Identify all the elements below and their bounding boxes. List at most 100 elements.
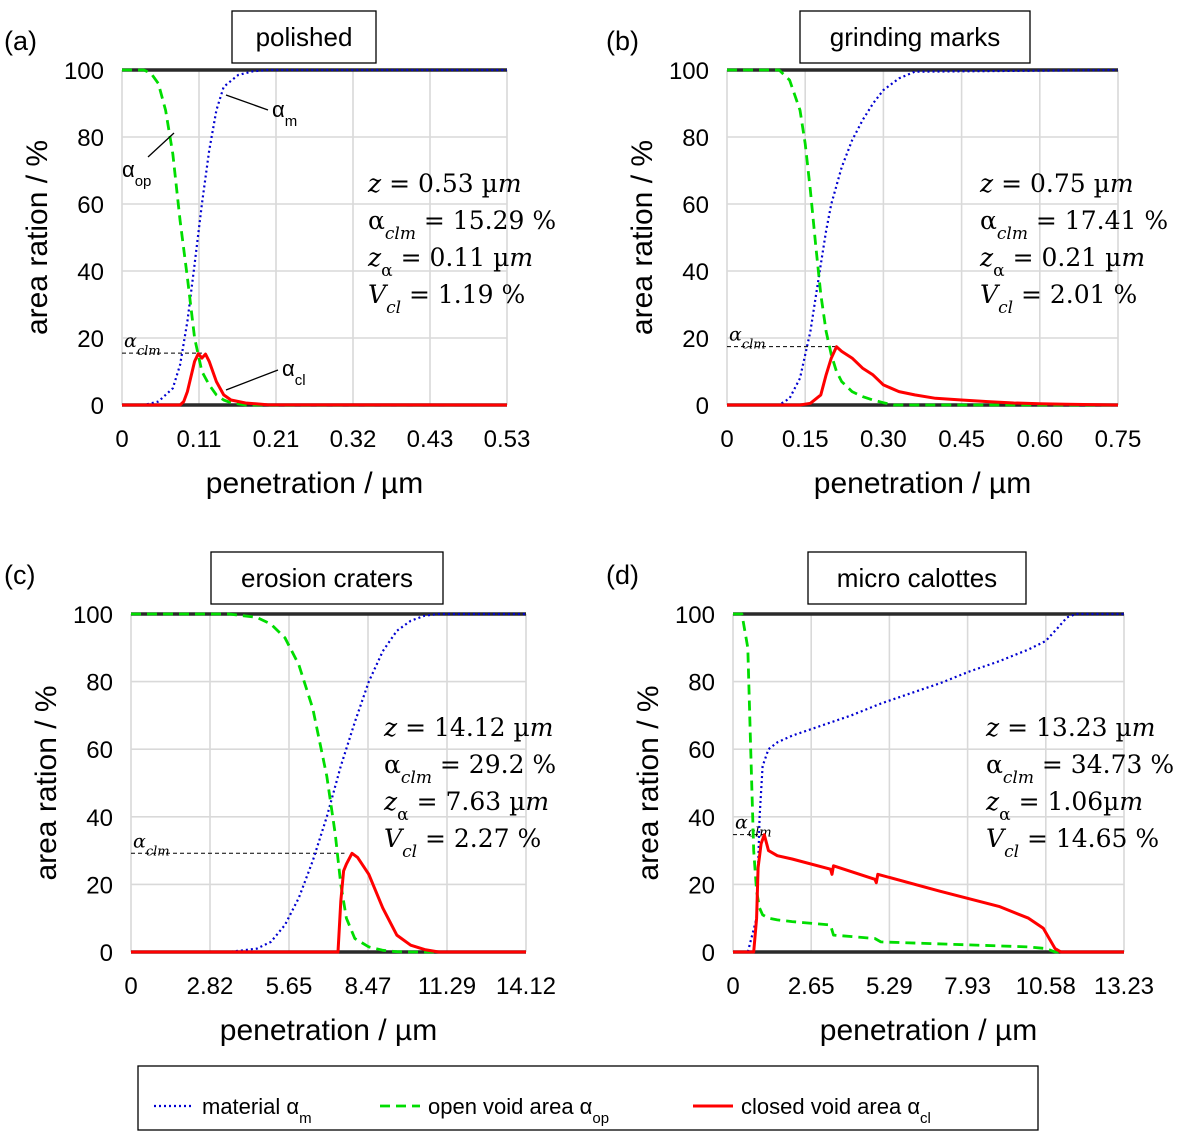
stat-line: Vcl = 2.27 % xyxy=(384,824,541,862)
chart-title: erosion craters xyxy=(241,563,413,593)
curve-label-material: αm xyxy=(272,97,297,130)
y-tick-label: 0 xyxy=(696,393,709,420)
x-tick-label: 11.29 xyxy=(418,973,476,1000)
x-tick-label: 2.82 xyxy=(187,973,234,1000)
series-closed-line xyxy=(131,851,526,954)
stat-line: zα = 7.63 µm xyxy=(383,787,549,825)
alpha-clm-label: αclm xyxy=(729,324,766,353)
x-axis-label: penetration / µm xyxy=(206,467,423,500)
y-tick-label: 40 xyxy=(77,259,104,286)
legend-label-closed: closed void area αcl xyxy=(741,1094,931,1127)
stat-line: z = 0.53 µm xyxy=(367,169,522,198)
x-axis-label: penetration / µm xyxy=(220,1014,437,1047)
x-tick-label: 0.75 xyxy=(1095,426,1142,453)
x-axis-label: penetration / µm xyxy=(820,1014,1037,1047)
x-tick-label: 0.45 xyxy=(938,426,985,453)
y-tick-label: 40 xyxy=(682,259,709,286)
y-axis-label: area ration / % xyxy=(632,685,665,880)
legend-box xyxy=(137,1065,1039,1131)
x-tick-label: 0 xyxy=(115,426,128,453)
y-tick-label: 0 xyxy=(100,940,113,967)
series-material-line xyxy=(131,612,526,954)
x-tick-label: 0 xyxy=(720,426,733,453)
x-tick-label: 14.12 xyxy=(496,973,556,1000)
y-tick-label: 60 xyxy=(77,192,104,219)
panel-label: (a) xyxy=(4,26,37,56)
series-open-line xyxy=(733,612,1124,954)
series-closed-line xyxy=(727,345,1119,407)
x-tick-label: 0 xyxy=(124,973,137,1000)
series-open-line xyxy=(727,68,1118,407)
curve-label-open: αop xyxy=(122,157,151,190)
chart-title: micro calottes xyxy=(837,563,997,593)
title-box xyxy=(231,10,377,64)
y-tick-label: 100 xyxy=(73,602,113,629)
curve-label-leader xyxy=(225,94,269,111)
x-tick-label: 0.21 xyxy=(253,426,300,453)
stat-line: αclm = 15.29 % xyxy=(368,206,556,244)
alpha-clm-label: αclm xyxy=(133,830,170,859)
x-tick-label: 0.43 xyxy=(407,426,454,453)
stat-line: z = 13.23 µm xyxy=(985,713,1156,742)
panel-label: (c) xyxy=(4,560,35,590)
y-tick-label: 80 xyxy=(688,670,715,697)
chart-title: grinding marks xyxy=(830,22,1001,52)
x-tick-label: 5.65 xyxy=(266,973,313,1000)
chart-panel-2: (c) erosion craters 0 2.82 5.65 8.47 11.29 14.1… xyxy=(4,551,556,1047)
x-tick-label: 0.60 xyxy=(1016,426,1063,453)
y-tick-label: 100 xyxy=(675,602,715,629)
x-tick-label: 0.30 xyxy=(860,426,907,453)
chart-panel-3: (d) micro calottes 0 2.65 5.29 7.93 10.58 13.23… xyxy=(606,551,1174,1047)
y-tick-label: 0 xyxy=(702,940,715,967)
x-axis-label: penetration / µm xyxy=(814,467,1031,500)
x-tick-label: 0.32 xyxy=(330,426,377,453)
stat-line: zα = 0.11 µm xyxy=(367,243,533,281)
x-tick-label: 8.47 xyxy=(345,973,392,1000)
y-tick-label: 20 xyxy=(682,326,709,353)
legend-label-open: open void area αop xyxy=(428,1094,609,1127)
panel-label: (b) xyxy=(606,26,639,56)
stat-line: z = 14.12 µm xyxy=(383,713,554,742)
y-axis-label: area ration / % xyxy=(21,140,54,335)
y-tick-label: 20 xyxy=(77,326,104,353)
y-tick-label: 40 xyxy=(688,805,715,832)
series-open-line xyxy=(131,612,526,954)
y-tick-label: 80 xyxy=(682,125,709,152)
y-tick-label: 100 xyxy=(669,58,709,85)
alpha-clm-label: αclm xyxy=(124,330,161,359)
series-material-line xyxy=(733,612,1124,954)
panel-label: (d) xyxy=(606,560,639,590)
series-closed-line xyxy=(122,352,508,407)
title-box xyxy=(210,551,444,605)
legend: material αm open void area αop closed void… xyxy=(137,1065,1039,1131)
chart-panel-0: (a) polished 0 0.11 0.21 0.32 0.43 0.53 0 20 40 60 8… xyxy=(4,10,556,500)
curve-label-leader xyxy=(147,132,175,158)
x-tick-label: 0.53 xyxy=(484,426,531,453)
y-tick-label: 80 xyxy=(77,125,104,152)
y-tick-label: 100 xyxy=(64,58,104,85)
x-tick-label: 10.58 xyxy=(1016,973,1076,1000)
curve-label-closed: αcl xyxy=(282,356,306,389)
stat-line: Vcl = 1.19 % xyxy=(368,280,525,318)
legend-label-material: material αm xyxy=(202,1094,312,1127)
x-tick-label: 13.23 xyxy=(1094,973,1154,1000)
x-tick-label: 0.11 xyxy=(177,426,222,453)
y-tick-label: 80 xyxy=(86,670,113,697)
stat-line: Vcl = 14.65 % xyxy=(986,824,1159,862)
x-tick-label: 5.29 xyxy=(866,973,913,1000)
stat-line: z = 0.75 µm xyxy=(979,169,1134,198)
series-material-line xyxy=(727,68,1119,407)
series-open-line xyxy=(122,68,507,407)
y-tick-label: 40 xyxy=(86,805,113,832)
series-closed-line xyxy=(733,833,1124,954)
x-tick-label: 2.65 xyxy=(788,973,835,1000)
stat-line: Vcl = 2.01 % xyxy=(980,280,1137,318)
y-tick-label: 60 xyxy=(688,737,715,764)
x-tick-label: 0 xyxy=(726,973,739,1000)
y-axis-label: area ration / % xyxy=(30,685,63,880)
chart-panel-1: (b) grinding marks 0 0.15 0.30 0.45 0.60 0.75 0 2… xyxy=(606,10,1168,500)
stat-line: αclm = 29.2 % xyxy=(384,750,556,788)
series-material-line xyxy=(122,68,507,407)
panels: (a) polished 0 0.11 0.21 0.32 0.43 0.53 0 20 40 60 8… xyxy=(4,10,1174,1047)
chart-title: polished xyxy=(256,22,353,52)
